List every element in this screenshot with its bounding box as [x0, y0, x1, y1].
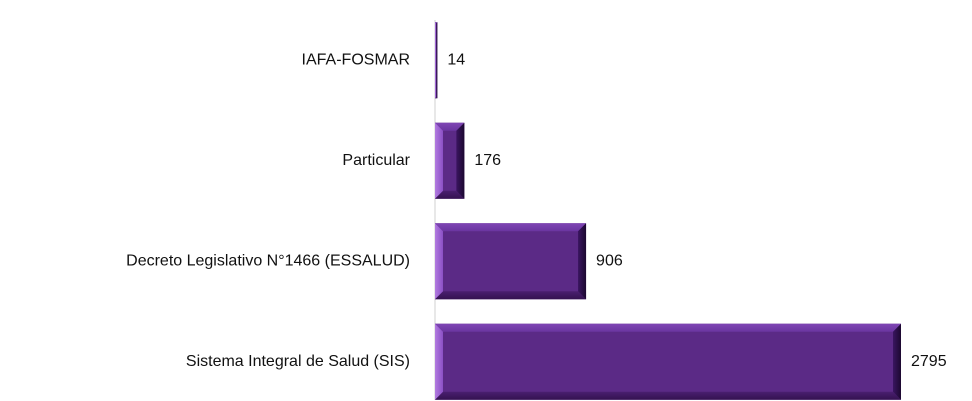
y-tick-label: Particular [342, 152, 410, 169]
bar-bevel [435, 190, 465, 199]
value-label: 2795 [911, 353, 947, 370]
bar [435, 323, 901, 400]
bar-bevel [435, 122, 465, 131]
bar-bevel [435, 22, 437, 99]
bar-bevel [456, 122, 465, 199]
bar-bevel [435, 391, 901, 400]
bar-bevel [435, 323, 901, 332]
bar [435, 223, 587, 300]
value-label: 14 [447, 51, 465, 68]
bar-bevel [893, 323, 901, 400]
bar-bevel [435, 223, 443, 300]
y-tick-label: Decreto Legislativo N°1466 (ESSALUD) [126, 252, 410, 269]
value-label: 906 [596, 252, 623, 269]
bar-bevel [578, 223, 587, 300]
bar-bevel [435, 22, 438, 24]
bar-bevel [435, 323, 443, 400]
bar-bevel [436, 22, 438, 99]
bar-bevel [435, 97, 438, 99]
bar-bevel [435, 122, 443, 199]
bar-bevel [435, 291, 587, 300]
value-label: 176 [474, 152, 501, 169]
y-tick-label: Sistema Integral de Salud (SIS) [186, 353, 410, 370]
y-tick-label: IAFA-FOSMAR [302, 51, 410, 68]
bar-bevel [435, 223, 587, 232]
